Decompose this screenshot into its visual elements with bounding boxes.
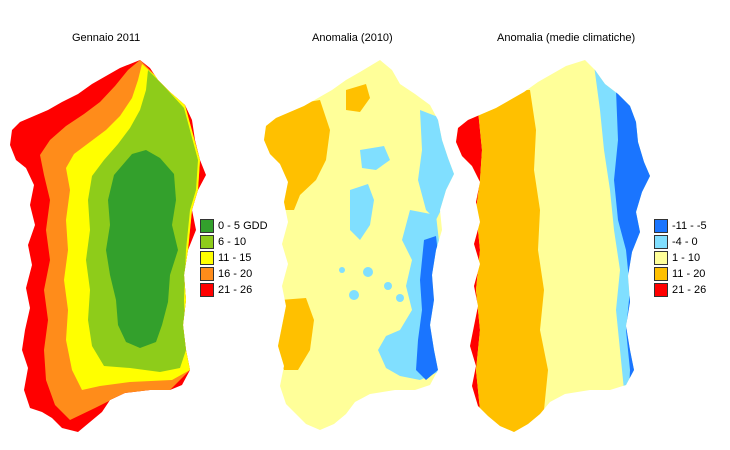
legend-label: 11 - 20 <box>672 268 706 280</box>
legend-item: 11 - 20 <box>654 266 707 282</box>
legend-item: -11 - -5 <box>654 218 707 234</box>
legend-item: 21 - 26 <box>200 282 268 298</box>
legend-item: -4 - 0 <box>654 234 707 250</box>
legend-label: 6 - 10 <box>218 236 247 248</box>
legend-swatch <box>654 235 668 249</box>
legend-label: 21 - 26 <box>672 284 707 296</box>
legend-swatch <box>200 235 214 249</box>
legend-swatch <box>200 251 214 265</box>
legend-swatch <box>200 283 214 297</box>
legend-item: 0 - 5 GDD <box>200 218 268 234</box>
legend-swatch <box>200 267 214 281</box>
legend-label: -11 - -5 <box>672 220 707 232</box>
legend-label: 21 - 26 <box>218 284 253 296</box>
legend-item: 21 - 26 <box>654 282 707 298</box>
legend-swatch <box>654 219 668 233</box>
legend-label: 16 - 20 <box>218 268 253 280</box>
legend-swatch <box>654 267 668 281</box>
map-anomalia-medie-climatiche <box>456 60 650 432</box>
legend-item: 6 - 10 <box>200 234 268 250</box>
legend-label: 1 - 10 <box>672 252 701 264</box>
legend-item: 16 - 20 <box>200 266 268 282</box>
legend-label: 0 - 5 GDD <box>218 220 268 232</box>
map-anomalia-2010 <box>264 60 454 430</box>
legend-anomalia-medie-climatiche: -11 - -5 -4 - 0 1 - 10 11 - 20 21 - 26 <box>654 218 707 298</box>
panel-title-anomalia-medie-climatiche: Anomalia (medie climatiche) <box>497 32 636 44</box>
legend-swatch <box>654 283 668 297</box>
legend-label: 11 - 15 <box>218 252 252 264</box>
legend-gennaio-2011: 0 - 5 GDD 6 - 10 11 - 15 16 - 20 21 - 26 <box>200 218 268 298</box>
legend-swatch <box>654 251 668 265</box>
legend-swatch <box>200 219 214 233</box>
legend-item: 1 - 10 <box>654 250 707 266</box>
legend-label: -4 - 0 <box>672 236 698 248</box>
panel-title-gennaio-2011: Gennaio 2011 <box>72 32 141 44</box>
legend-item: 11 - 15 <box>200 250 268 266</box>
panel-title-anomalia-2010: Anomalia (2010) <box>312 32 393 44</box>
map-gennaio-2011 <box>10 60 206 432</box>
